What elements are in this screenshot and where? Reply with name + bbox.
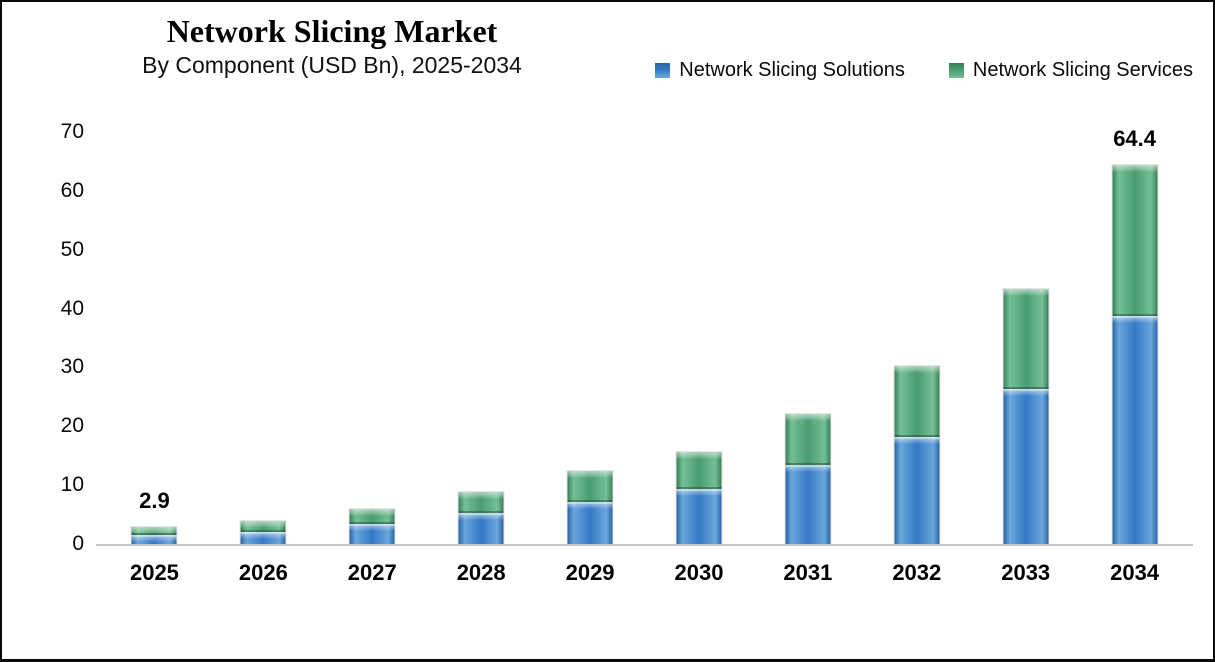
bar-group-2028: 2028 — [427, 132, 536, 585]
x-tick-label: 2033 — [1001, 560, 1051, 585]
bar-group-2031: 2031 — [753, 132, 862, 585]
stacked-bar — [131, 526, 177, 544]
bar-group-2029: 2029 — [536, 132, 645, 585]
x-tick-label: 2034 — [1110, 560, 1160, 585]
stacked-bar — [458, 491, 504, 544]
x-tick-label: 2029 — [565, 560, 615, 585]
bar-segment-services — [676, 452, 722, 490]
bar-group-2026: 2026 — [209, 132, 318, 585]
stacked-bar — [1112, 164, 1158, 544]
y-tick-label: 60 — [60, 178, 84, 202]
legend-swatch-icon — [655, 63, 671, 78]
bar-segment-solutions — [240, 531, 286, 544]
chart-title: Network Slicing Market — [166, 13, 498, 49]
bar-group-2030: 2030 — [645, 132, 754, 585]
bar-group-2027: 2027 — [318, 132, 427, 585]
bar-segment-services — [785, 413, 831, 465]
bar-segment-solutions — [894, 436, 940, 544]
bar-segment-solutions — [458, 513, 504, 544]
chart-header: Network Slicing Market By Component (USD… — [2, 12, 662, 79]
x-tick-label: 2026 — [238, 560, 288, 585]
y-axis-ticks: 0 10 20 30 40 50 60 70 — [2, 120, 84, 555]
bar-segment-services — [567, 471, 613, 502]
bar-group-2034: 64.4 2034 — [1080, 126, 1189, 585]
bar-segment-solutions — [785, 464, 831, 544]
bar-segment-solutions — [1112, 316, 1158, 544]
stacked-bar — [676, 452, 722, 544]
bar-segment-solutions — [1003, 388, 1049, 544]
y-tick-label: 20 — [60, 414, 84, 438]
bar-segment-services — [458, 491, 504, 514]
x-tick-label: 2030 — [674, 560, 724, 585]
bar-segment-solutions — [131, 534, 177, 544]
y-tick-label: 50 — [60, 237, 84, 261]
bar-group-2025: 2.9 2025 — [100, 132, 209, 585]
bar-segment-services — [240, 521, 286, 532]
legend-swatch-icon — [948, 63, 964, 78]
bar-segment-services — [131, 526, 177, 535]
bar-segment-solutions — [567, 501, 613, 544]
data-label: 64.4 — [1113, 125, 1157, 151]
y-tick-label: 0 — [72, 532, 84, 555]
bars-container: 2.9 2025 2026 2027 2028 2029 2030 2031 2032 2033 6… — [100, 126, 1189, 585]
x-tick-label: 2028 — [456, 560, 506, 585]
bar-segment-services — [1003, 288, 1049, 389]
stacked-bar — [567, 471, 613, 544]
bar-segment-solutions — [349, 523, 395, 544]
y-tick-label: 70 — [60, 120, 84, 143]
plot-area: 2.9 2025 2026 2027 2028 2029 2030 2031 2032 2033 6… — [96, 126, 1193, 585]
bar-group-2033: 2033 — [971, 132, 1080, 585]
stacked-bar — [785, 413, 831, 544]
legend: Network Slicing Solutions Network Slicing… — [655, 59, 1193, 82]
x-tick-label: 2025 — [129, 560, 179, 585]
bar-segment-services — [349, 508, 395, 524]
bar-segment-services — [1112, 164, 1158, 317]
bar-group-2032: 2032 — [862, 132, 971, 585]
y-tick-label: 30 — [60, 355, 84, 379]
stacked-bar — [1003, 288, 1049, 544]
legend-item-solutions: Network Slicing Solutions — [655, 59, 905, 82]
stacked-bar — [240, 521, 286, 544]
legend-label: Network Slicing Services — [972, 59, 1193, 81]
y-tick-label: 40 — [60, 296, 84, 320]
stacked-bar — [349, 508, 395, 544]
y-tick-label: 10 — [60, 473, 84, 497]
legend-item-services: Network Slicing Services — [948, 59, 1193, 82]
stacked-bar — [894, 365, 940, 544]
x-axis-line — [96, 544, 1193, 546]
legend-label: Network Slicing Solutions — [679, 59, 905, 81]
data-label: 2.9 — [139, 487, 170, 513]
bar-segment-services — [894, 365, 940, 437]
chart-subtitle: By Component (USD Bn), 2025-2034 — [142, 52, 522, 78]
x-tick-label: 2027 — [347, 560, 397, 585]
x-tick-label: 2031 — [783, 560, 833, 585]
bar-segment-solutions — [676, 489, 722, 544]
x-tick-label: 2032 — [892, 560, 942, 585]
